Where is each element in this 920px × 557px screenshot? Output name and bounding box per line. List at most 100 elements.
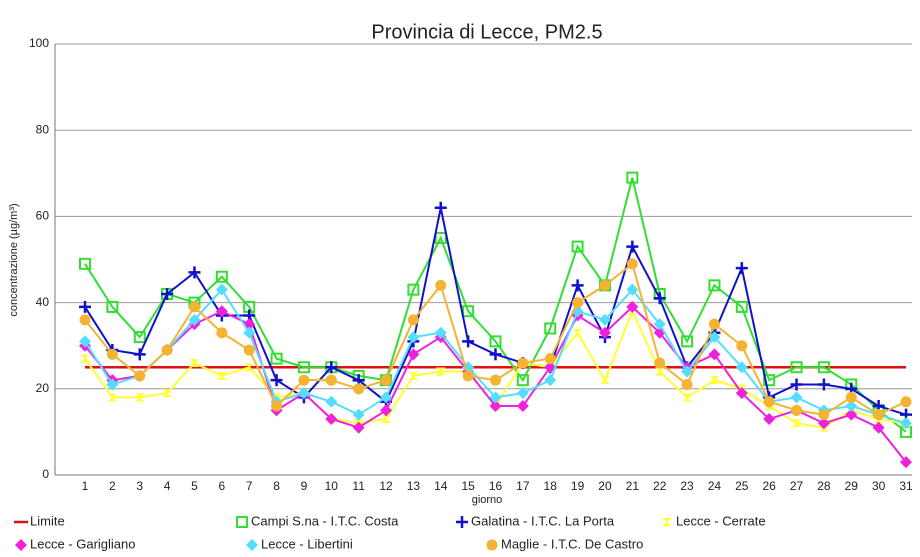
data-point [599,279,611,291]
data-point [161,287,174,300]
x-tick-label: 8 [273,479,280,493]
x-tick-label: 18 [544,479,558,493]
data-point [215,305,228,318]
data-point [598,326,611,339]
data-point [489,335,502,348]
data-point [107,393,118,402]
data-point [708,318,720,330]
data-point [243,344,255,356]
data-point [572,297,584,309]
data-point [790,391,803,404]
data-point [735,387,748,400]
legend-swatch [236,516,248,528]
data-point [845,400,858,413]
data-point [79,314,91,326]
data-point [134,393,145,402]
x-tick-label: 28 [817,479,831,493]
data-point [134,370,146,382]
data-point [189,358,200,367]
data-point [489,348,502,361]
x-tick-label: 12 [379,479,393,493]
data-point [434,326,447,339]
data-point [244,363,255,372]
data-point [381,414,392,423]
x-tick-label: 7 [246,479,253,493]
legend-label: Limite [30,513,65,528]
data-point [161,344,173,356]
data-point [106,378,119,391]
data-point [216,327,228,339]
x-tick-label: 5 [191,479,198,493]
data-point [490,374,501,386]
data-point [188,266,201,279]
data-point [271,400,283,412]
x-tick-label: 23 [680,479,694,493]
legend-label: Maglie - I.T.C. De Castro [501,536,643,551]
data-point [544,353,556,365]
data-point [653,292,666,305]
x-tick-label: 13 [407,479,421,493]
data-point [489,400,502,413]
data-point [708,331,721,344]
data-point [709,376,720,385]
data-point [845,391,857,403]
data-point [790,378,803,391]
data-point [572,328,583,337]
data-point [873,409,885,421]
x-tick-label: 6 [218,479,225,493]
data-point [380,374,392,386]
data-point [544,322,557,335]
data-point [681,365,694,378]
data-point [900,396,912,408]
data-point [900,456,912,469]
data-point [654,357,666,369]
data-point [872,421,885,434]
data-point [407,283,420,296]
legend-label: Galatina - I.T.C. La Porta [471,513,615,528]
x-tick-label: 4 [164,479,171,493]
legend-swatch [486,539,498,551]
data-point [791,404,803,416]
legend-swatch [246,539,258,551]
data-point [654,367,665,376]
x-tick-label: 19 [571,479,585,493]
data-point [407,331,420,344]
data-point [682,393,693,402]
data-point [626,240,639,253]
y-tick-label: 100 [29,36,49,50]
y-tick-label: 80 [36,122,50,136]
data-point [352,408,365,421]
data-point [325,361,338,374]
legend-swatch [15,539,27,551]
x-axis-label: giorno [472,494,503,506]
data-point [297,387,310,400]
x-tick-label: 25 [735,479,749,493]
data-point [516,374,529,387]
x-tick-label: 11 [352,479,365,493]
data-point [325,374,337,386]
data-point [681,335,694,348]
data-point [599,376,610,385]
series-line [84,177,907,433]
data-point [435,367,446,376]
legend-label: Lecce - Garigliano [30,536,136,551]
data-point [763,374,776,387]
x-tick-label: 9 [301,479,308,493]
data-point [188,313,201,326]
data-point [298,374,310,386]
data-point [708,348,721,361]
data-point [79,300,91,313]
data-point [434,201,447,214]
y-axis-label: concentrazione (µg/m³) [8,203,20,316]
legend-label: Campi S.na - I.T.C. Costa [251,513,399,528]
x-tick-label: 15 [461,479,475,493]
x-tick-label: 2 [109,479,116,493]
x-tick-label: 3 [136,479,143,493]
x-tick-label: 20 [598,479,612,493]
data-point [297,361,310,374]
data-point [736,340,748,352]
data-point [215,283,228,296]
data-point [735,361,748,374]
data-point [763,396,775,408]
